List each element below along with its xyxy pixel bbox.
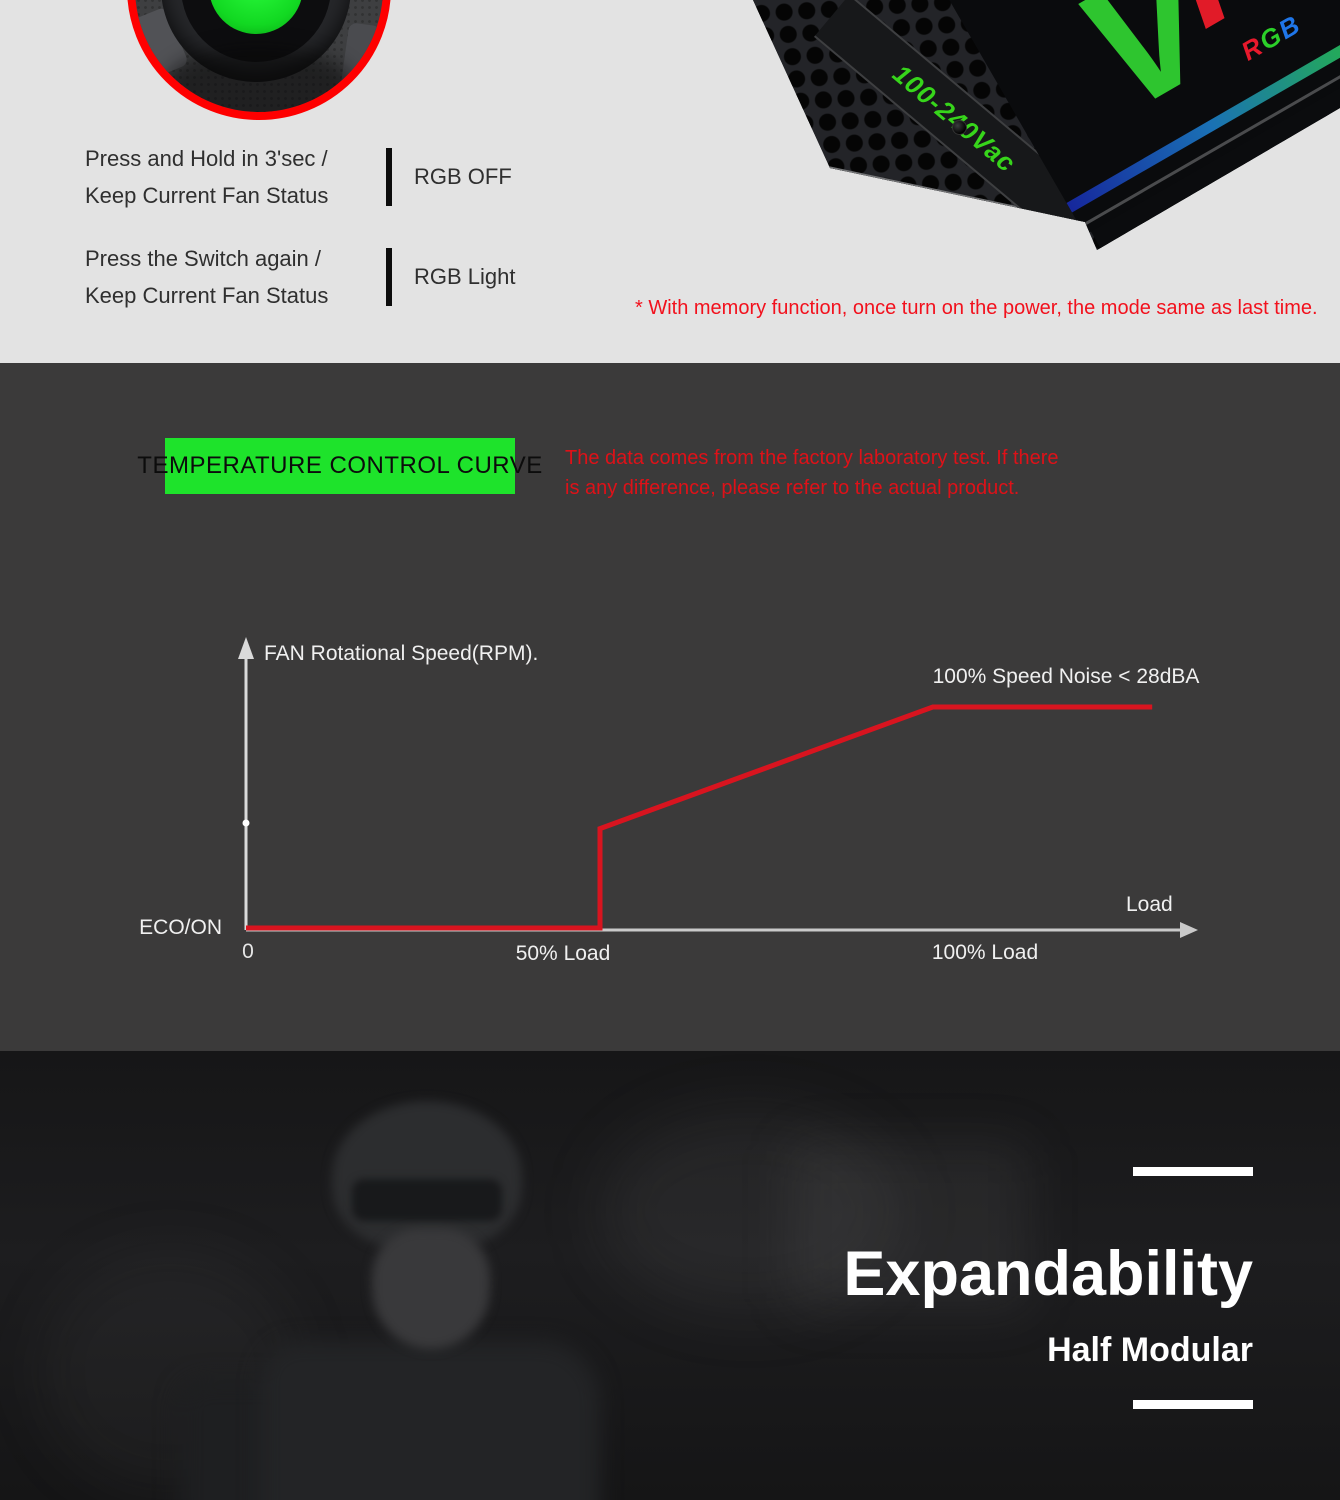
instruction-row-rgb-off: Press and Hold in 3'sec / Keep Current F… [85,140,512,214]
smoke-effect [600,1111,900,1311]
expandability-subtitle: Half Modular [1047,1331,1253,1369]
instruction-line-2: Keep Current Fan Status [85,283,329,308]
divider-bar [386,248,392,306]
psu-screw-hole [952,120,967,135]
rgb-switch-section: 100-240Vac R V RGB Press and Hold in 3's… [0,0,1340,363]
decorative-bar-bottom [1133,1400,1253,1409]
instruction-line-2: Keep Current Fan Status [85,183,329,208]
power-switch-photo [127,0,391,120]
fan-speed-curve [246,704,1153,931]
soldier-face-mask [372,1229,490,1349]
decorative-bar-top [1133,1167,1253,1176]
instruction-line-1: Press the Switch again / [85,246,322,271]
soldier-helmet [332,1101,522,1251]
soldier-goggles [352,1179,502,1221]
switch-shadow [163,46,355,112]
divider-bar [386,148,392,206]
temperature-curve-section: TEMPERATURE CONTROL CURVE The data comes… [0,363,1340,1051]
instruction-result: RGB OFF [414,164,512,189]
instruction-row-rgb-light: Press the Switch again / Keep Current Fa… [85,240,516,314]
psu-product-photo: 100-240Vac R V RGB [753,0,1340,250]
instruction-line-1: Press and Hold in 3'sec / [85,146,328,171]
y-axis-tick-dot [242,819,250,827]
memory-function-note: * With memory function, once turn on the… [635,297,1318,319]
x-axis-arrow-icon [1180,922,1198,938]
chart-tick-50: 50% Load [515,942,611,965]
instruction-text: Press and Hold in 3'sec / Keep Current F… [85,140,386,214]
y-axis-arrow-icon [238,637,254,659]
rubble-backdrop [790,1141,1030,1311]
instruction-text: Press the Switch again / Keep Current Fa… [85,240,386,314]
fan-curve-chart [238,637,1198,938]
chart-noise-annotation: 100% Speed Noise < 28dBA [932,665,1200,688]
disclaimer-line-1: The data comes from the factory laborato… [565,447,1059,469]
lab-test-disclaimer: The data comes from the factory laborato… [565,443,1059,503]
chart-tick-100: 100% Load [931,941,1039,964]
chart-tick-0: 0 [242,940,254,963]
chart-eco-label: ECO/ON [139,916,222,939]
section-title-badge: TEMPERATURE CONTROL CURVE [137,438,542,494]
expandability-section: Expandability Half Modular [0,1051,1340,1500]
chart-x-axis-label: Load [1126,893,1173,916]
instruction-result: RGB Light [414,264,516,289]
disclaimer-line-2: is any difference, please refer to the a… [565,477,1020,499]
expandability-title: Expandability [843,1239,1253,1309]
soldier-body [260,1341,600,1500]
chart-y-axis-label: FAN Rotational Speed(RPM). [264,642,539,665]
